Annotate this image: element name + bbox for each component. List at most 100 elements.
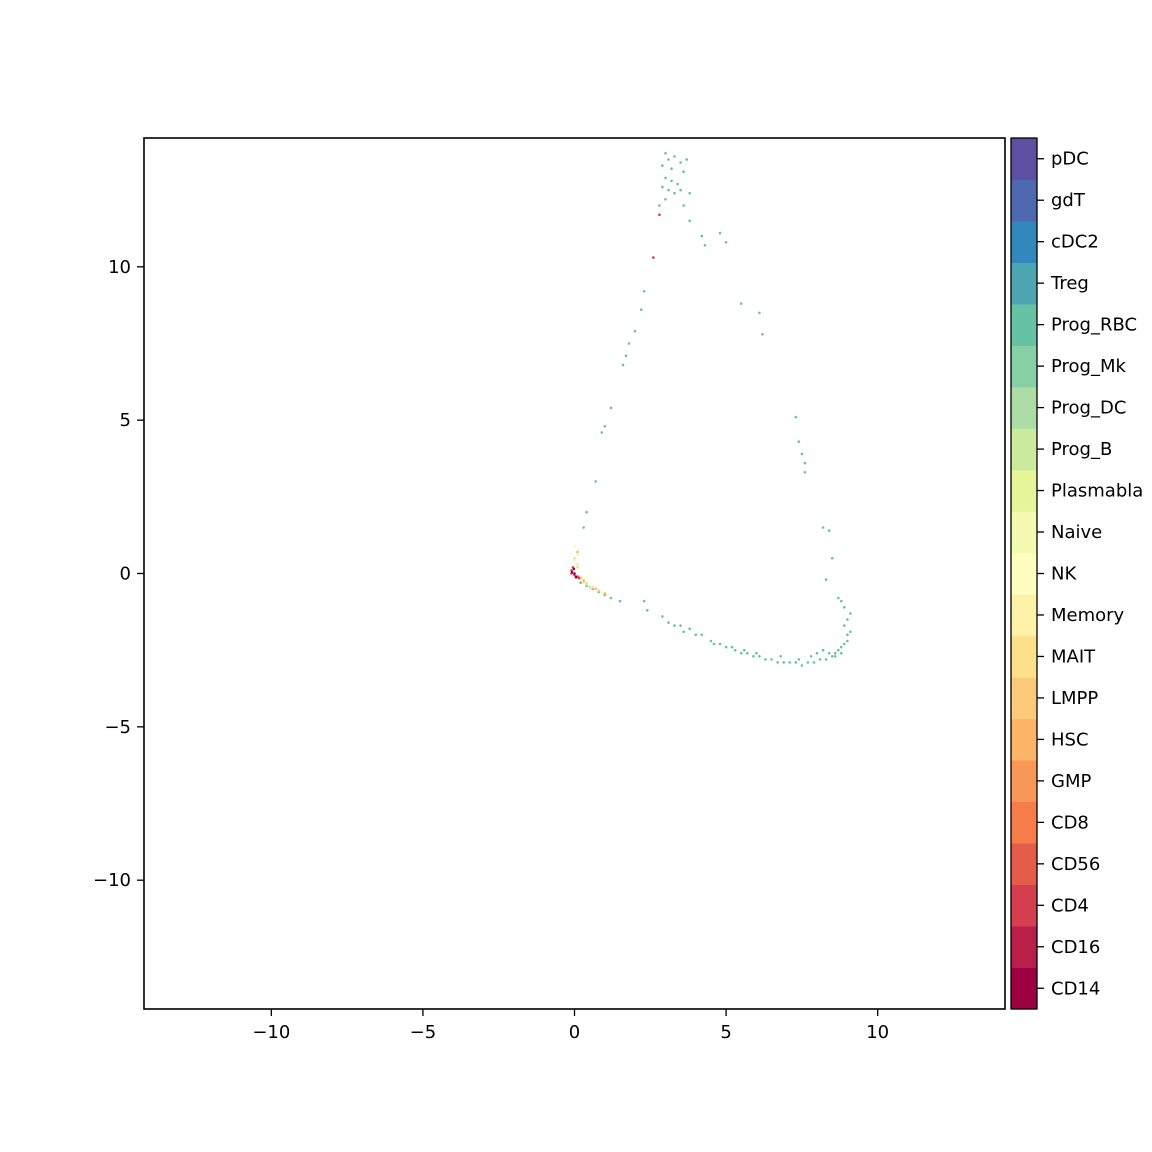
scatter-point <box>570 570 574 574</box>
scatter-point <box>658 213 661 216</box>
scatter-point <box>824 658 828 661</box>
colorbar-label: NK <box>1051 564 1077 585</box>
scatter-point <box>752 655 755 658</box>
scatter-point <box>688 219 691 223</box>
scatter-point <box>840 599 843 603</box>
scatter-point <box>815 651 819 655</box>
x-tick-label: −10 <box>252 1022 290 1043</box>
y-tick-label: 5 <box>120 410 131 431</box>
scatter-point <box>809 655 813 658</box>
scatter-point <box>837 596 840 600</box>
scatter-point <box>664 198 667 201</box>
scatter-point <box>746 651 749 655</box>
scatter-point <box>594 587 597 591</box>
colorbar-label: MAIT <box>1051 646 1096 667</box>
colorbar-swatch <box>1011 386 1037 429</box>
scatter-point <box>764 658 767 661</box>
colorbar-label: CD8 <box>1051 812 1089 833</box>
scatter-point <box>730 645 734 649</box>
colorbar-label: LMPP <box>1051 688 1098 709</box>
scatter-point <box>621 363 625 367</box>
colorbar-swatch <box>1011 220 1037 263</box>
colorbar-label: Prog_RBC <box>1051 315 1137 336</box>
colorbar-swatch <box>1011 262 1037 305</box>
scatter-point <box>670 179 673 183</box>
scatter-point <box>588 586 591 589</box>
scatter-point <box>700 234 704 238</box>
scatter-point <box>585 510 588 514</box>
scatter-point <box>758 655 761 658</box>
scatter-point <box>573 556 576 560</box>
scatter-point <box>718 231 722 235</box>
scatter-point <box>803 471 807 474</box>
scatter-point <box>627 342 631 345</box>
scatter-point <box>577 576 581 580</box>
colorbar-label: Treg <box>1050 273 1089 294</box>
scatter-point <box>788 661 791 664</box>
colorbar-label: Prog_DC <box>1051 398 1126 419</box>
scatter-point <box>733 648 737 652</box>
scatter-point <box>597 589 601 592</box>
y-axis: 10 5 0 −5 −10 <box>93 257 144 891</box>
scatter-point <box>782 661 785 664</box>
colorbar-label: CD14 <box>1051 978 1100 999</box>
scatter-point <box>591 586 594 589</box>
scatter-point <box>679 624 682 627</box>
scatter-point <box>679 188 682 192</box>
scatter-point <box>840 651 843 655</box>
scatter-point <box>694 633 698 637</box>
plot-points <box>570 152 852 667</box>
scatter-point <box>667 621 670 624</box>
scatter-point <box>664 176 667 180</box>
scatter-point <box>776 661 779 664</box>
colorbar-swatch <box>1011 345 1037 388</box>
scatter-point <box>576 563 579 566</box>
scatter-point <box>827 651 831 655</box>
colorbar-label: Prog_Mk <box>1051 356 1127 377</box>
scatter-point <box>797 440 801 443</box>
colorbar-swatch <box>1011 303 1037 346</box>
scatter-point <box>833 655 837 658</box>
scatter-point <box>833 651 837 655</box>
scatter-point <box>824 578 828 581</box>
scatter-point <box>682 170 685 173</box>
y-tick-label: 10 <box>108 257 131 278</box>
colorbar-swatch <box>1011 926 1037 969</box>
scatter-point <box>576 566 579 569</box>
y-tick-label: 0 <box>120 564 131 585</box>
colorbar-swatch <box>1011 469 1037 512</box>
scatter-point <box>609 596 613 600</box>
scatter-point <box>661 164 664 167</box>
scatter-point <box>724 645 728 649</box>
x-axis: −10 −5 0 5 10 <box>252 1009 889 1043</box>
scatter-point <box>573 544 576 548</box>
scatter-point <box>673 191 676 195</box>
colorbar-label: gdT <box>1051 190 1086 211</box>
y-tick-label: −10 <box>93 870 131 891</box>
scatter-point <box>673 155 676 158</box>
colorbar-swatch <box>1011 884 1037 927</box>
scatter-point <box>846 618 849 621</box>
scatter-point <box>585 582 588 586</box>
colorbar-swatch <box>1011 801 1037 844</box>
colorbar-swatch <box>1011 511 1037 554</box>
scatter-point <box>739 651 743 655</box>
scatter-point <box>603 425 607 428</box>
colorbar-label: Plasmabla <box>1051 481 1143 502</box>
scatter-point <box>600 590 604 594</box>
scatter-point <box>840 645 843 649</box>
scatter-point <box>606 593 610 597</box>
colorbar-swatch <box>1011 677 1037 720</box>
colorbar-swatch <box>1011 635 1037 678</box>
scatter-point <box>827 529 831 532</box>
scatter-point <box>618 599 622 603</box>
scatter-point <box>661 615 664 618</box>
scatter-point <box>849 612 852 615</box>
scatter-point <box>667 158 670 161</box>
scatter-point <box>843 642 846 646</box>
colorbar-swatch <box>1011 843 1037 886</box>
scatter-point <box>667 188 670 192</box>
colorbar-swatch <box>1011 718 1037 761</box>
scatter-point <box>709 639 713 643</box>
